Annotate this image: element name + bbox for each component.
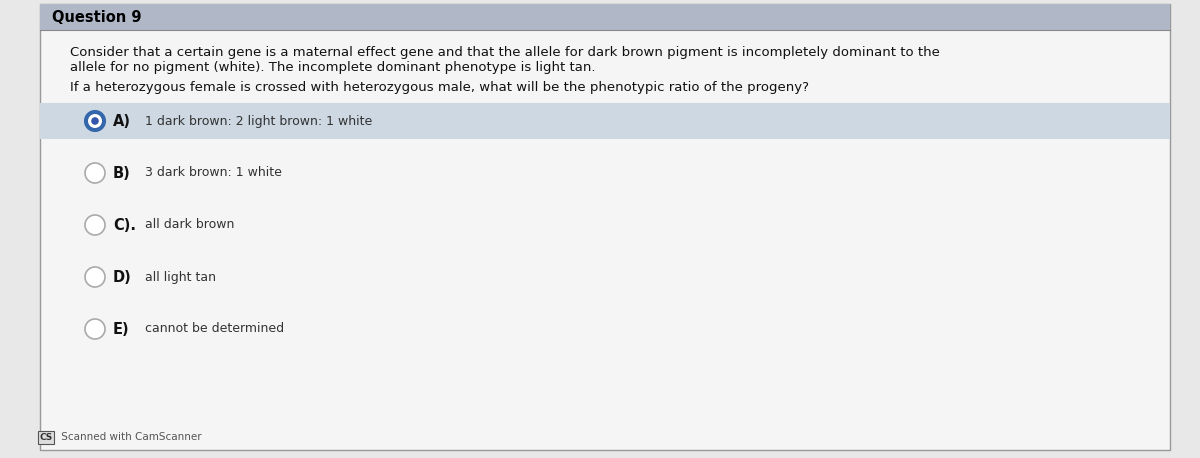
- Circle shape: [91, 117, 98, 125]
- FancyBboxPatch shape: [40, 103, 1170, 139]
- Text: all dark brown: all dark brown: [145, 218, 234, 231]
- Text: CS: CS: [40, 433, 53, 442]
- Circle shape: [85, 267, 106, 287]
- Text: 3 dark brown: 1 white: 3 dark brown: 1 white: [145, 167, 282, 180]
- Circle shape: [85, 319, 106, 339]
- Text: If a heterozygous female is crossed with heterozygous male, what will be the phe: If a heterozygous female is crossed with…: [70, 81, 809, 94]
- FancyBboxPatch shape: [40, 4, 1170, 450]
- Text: Consider that a certain gene is a maternal effect gene and that the allele for d: Consider that a certain gene is a matern…: [70, 46, 940, 59]
- Circle shape: [85, 111, 106, 131]
- Text: D): D): [113, 269, 132, 284]
- Circle shape: [88, 114, 102, 128]
- Text: B): B): [113, 165, 131, 180]
- Text: A): A): [113, 114, 131, 129]
- Text: E): E): [113, 322, 130, 337]
- Text: all light tan: all light tan: [145, 271, 216, 284]
- FancyBboxPatch shape: [38, 431, 54, 444]
- Text: Scanned with CamScanner: Scanned with CamScanner: [58, 432, 202, 442]
- Circle shape: [85, 215, 106, 235]
- Text: C).: C).: [113, 218, 136, 233]
- FancyBboxPatch shape: [40, 4, 1170, 30]
- Text: allele for no pigment (white). The incomplete dominant phenotype is light tan.: allele for no pigment (white). The incom…: [70, 61, 595, 74]
- Circle shape: [85, 163, 106, 183]
- Text: cannot be determined: cannot be determined: [145, 322, 284, 336]
- Text: 1 dark brown: 2 light brown: 1 white: 1 dark brown: 2 light brown: 1 white: [145, 114, 372, 127]
- Text: Question 9: Question 9: [52, 10, 142, 24]
